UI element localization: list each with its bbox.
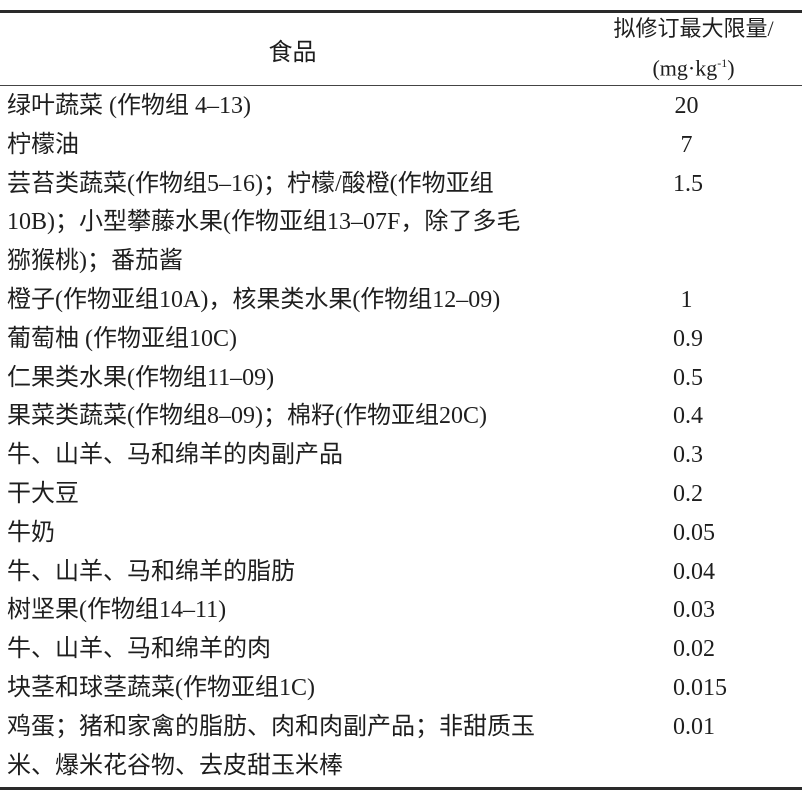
food-cell: 芸苔类蔬菜(作物组5–16)；柠檬/酸橙(作物亚组 10B)；小型攀藤水果(作物亚… bbox=[0, 165, 585, 281]
food-cell: 果菜类蔬菜(作物组8–09)；棉籽(作物亚组20C) bbox=[0, 397, 585, 436]
limit-cell: 0.02 bbox=[673, 636, 715, 663]
limit-cell: 0.01 bbox=[673, 713, 715, 740]
table-row: 鸡蛋；猪和家禽的脂肪、肉和肉副产品；非甜质玉 米、爆米花谷物、去皮甜玉米棒 0.01 bbox=[0, 708, 802, 786]
food-line: 干大豆 bbox=[7, 480, 79, 507]
food-line: 果菜类蔬菜(作物组8–09)；棉籽(作物亚组20C) bbox=[7, 403, 487, 430]
limit-cell: 0.5 bbox=[673, 364, 703, 391]
food-cell: 牛奶 bbox=[0, 514, 585, 553]
limit-cell: 0.9 bbox=[673, 325, 703, 352]
food-line: 米、爆米花谷物、去皮甜玉米棒 bbox=[7, 752, 343, 779]
food-cell: 仁果类水果(作物组11–09) bbox=[0, 359, 585, 398]
food-line: 猕猴桃)；番茄酱 bbox=[7, 248, 183, 275]
table-row: 牛、山羊、马和绵羊的肉 0.02 bbox=[0, 630, 802, 669]
limit-cell: 0.015 bbox=[673, 674, 727, 701]
food-cell: 块茎和球茎蔬菜(作物亚组1C) bbox=[0, 669, 585, 708]
limit-cell: 7 bbox=[680, 131, 693, 158]
food-line: 树坚果(作物组14–11) bbox=[7, 597, 227, 624]
food-line: 牛、山羊、马和绵羊的脂肪 bbox=[7, 558, 295, 585]
table-row: 葡萄柚 (作物亚组10C) 0.9 bbox=[0, 320, 802, 359]
food-line: 块茎和球茎蔬菜(作物亚组1C) bbox=[7, 674, 315, 701]
food-cell: 鸡蛋；猪和家禽的脂肪、肉和肉副产品；非甜质玉 米、爆米花谷物、去皮甜玉米棒 bbox=[0, 708, 585, 786]
limit-cell: 20 bbox=[674, 93, 699, 119]
header-rule bbox=[0, 85, 802, 86]
limit-cell: 1.5 bbox=[673, 170, 703, 197]
table-row: 干大豆 0.2 bbox=[0, 475, 802, 514]
table-body: 绿叶蔬菜 (作物组 4–13) 20 柠檬油 7 芸苔类蔬菜(作物组5–16)；柠檬/酸… bbox=[0, 86, 802, 787]
food-line: 牛、山羊、马和绵羊的肉副产品 bbox=[7, 442, 343, 469]
limit-cell: 1 bbox=[680, 286, 693, 313]
header-limit-title: 拟修订最大限量/ bbox=[613, 16, 774, 42]
food-line: 10B)；小型攀藤水果(作物亚组13–07F，除了多毛 bbox=[7, 209, 521, 236]
header-limit: 拟修订最大限量/ (mg·kg-1) bbox=[585, 12, 802, 85]
table-row: 橙子(作物亚组10A)，核果类水果(作物组12–09) 1 bbox=[0, 281, 802, 320]
food-cell: 橙子(作物亚组10A)，核果类水果(作物组12–09) bbox=[0, 281, 585, 320]
food-line: 绿叶蔬菜 (作物组 4–13) bbox=[7, 93, 251, 119]
limit-cell: 0.4 bbox=[673, 403, 703, 430]
food-cell: 葡萄柚 (作物亚组10C) bbox=[0, 320, 585, 359]
food-cell: 柠檬油 bbox=[0, 126, 585, 165]
food-cell: 牛、山羊、马和绵羊的肉 bbox=[0, 630, 585, 669]
food-line: 柠檬油 bbox=[7, 131, 79, 158]
food-cell: 牛、山羊、马和绵羊的脂肪 bbox=[0, 553, 585, 592]
food-cell: 牛、山羊、马和绵羊的肉副产品 bbox=[0, 436, 585, 475]
table-header: 食品 拟修订最大限量/ (mg·kg-1) bbox=[0, 13, 802, 85]
food-line: 橙子(作物亚组10A)，核果类水果(作物组12–09) bbox=[7, 286, 501, 313]
table-row: 芸苔类蔬菜(作物组5–16)；柠檬/酸橙(作物亚组 10B)；小型攀藤水果(作物亚… bbox=[0, 165, 802, 281]
table-row: 牛、山羊、马和绵羊的肉副产品 0.3 bbox=[0, 436, 802, 475]
food-cell: 树坚果(作物组14–11) bbox=[0, 591, 585, 630]
limit-cell: 0.03 bbox=[673, 597, 715, 624]
header-food: 食品 bbox=[268, 39, 317, 66]
top-rule bbox=[0, 10, 802, 13]
limit-cell: 0.3 bbox=[673, 442, 703, 469]
food-cell: 干大豆 bbox=[0, 475, 585, 514]
food-line: 芸苔类蔬菜(作物组5–16)；柠檬/酸橙(作物亚组 bbox=[7, 170, 494, 197]
header-limit-unit: (mg·kg-1) bbox=[652, 55, 735, 81]
table-row: 块茎和球茎蔬菜(作物亚组1C) 0.015 bbox=[0, 669, 802, 708]
table-row: 牛奶 0.05 bbox=[0, 514, 802, 553]
table-row: 果菜类蔬菜(作物组8–09)；棉籽(作物亚组20C) 0.4 bbox=[0, 397, 802, 436]
food-line: 鸡蛋；猪和家禽的脂肪、肉和肉副产品；非甜质玉 bbox=[7, 713, 535, 740]
limit-cell: 0.04 bbox=[673, 558, 715, 585]
table-row: 牛、山羊、马和绵羊的脂肪 0.04 bbox=[0, 553, 802, 592]
limit-cell: 0.05 bbox=[673, 519, 715, 546]
food-line: 仁果类水果(作物组11–09) bbox=[7, 364, 275, 391]
limit-cell: 0.2 bbox=[673, 480, 703, 507]
mrl-table: 食品 拟修订最大限量/ (mg·kg-1) 绿叶蔬菜 (作物组 4–13) 20 柠… bbox=[0, 10, 802, 790]
table-row: 仁果类水果(作物组11–09) 0.5 bbox=[0, 359, 802, 398]
table-row: 树坚果(作物组14–11) 0.03 bbox=[0, 591, 802, 630]
food-line: 葡萄柚 (作物亚组10C) bbox=[7, 325, 237, 352]
table-row: 绿叶蔬菜 (作物组 4–13) 20 bbox=[0, 87, 802, 126]
food-line: 牛、山羊、马和绵羊的肉 bbox=[7, 636, 271, 663]
food-cell: 绿叶蔬菜 (作物组 4–13) bbox=[0, 87, 585, 126]
food-line: 牛奶 bbox=[7, 519, 55, 546]
table-row: 柠檬油 7 bbox=[0, 126, 802, 165]
